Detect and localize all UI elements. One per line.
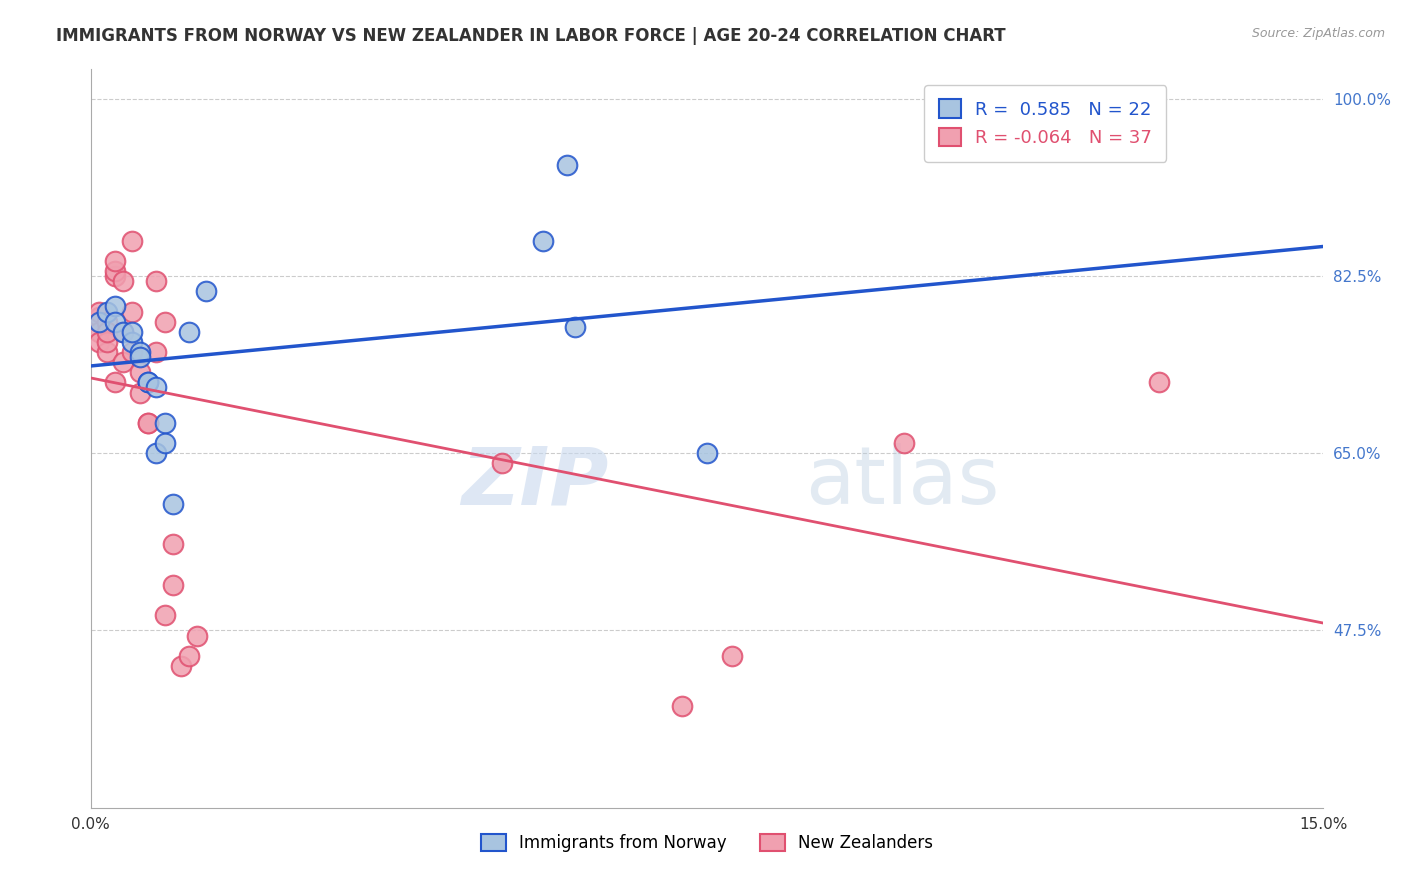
Point [129,365,152,379]
Point [491,457,513,471]
Point [136,416,159,430]
Point [96,304,118,318]
Point [186,628,208,642]
Point [96,334,118,349]
Point [136,376,159,390]
Point [129,350,152,364]
Point [153,315,176,329]
Point [112,355,135,369]
Point [129,385,152,400]
Point [696,446,718,460]
Point [112,325,135,339]
Point [112,274,135,288]
Point [531,234,554,248]
Point [96,325,118,339]
Text: IMMIGRANTS FROM NORWAY VS NEW ZEALANDER IN LABOR FORCE | AGE 20-24 CORRELATION C: IMMIGRANTS FROM NORWAY VS NEW ZEALANDER … [56,27,1005,45]
Point [145,345,167,359]
Point [145,380,167,394]
Point [87,315,110,329]
Point [104,376,127,390]
Point [121,334,143,349]
Point [194,285,217,299]
Point [162,537,184,551]
Point [179,325,201,339]
Point [121,325,143,339]
Point [112,325,135,339]
Point [893,436,915,450]
Point [145,446,167,460]
Point [104,264,127,278]
Point [136,376,159,390]
Point [96,345,118,359]
Point [162,497,184,511]
Point [104,269,127,284]
Point [104,253,127,268]
Point [555,158,578,172]
Point [170,659,193,673]
Point [121,304,143,318]
Text: atlas: atlas [806,443,1000,522]
Point [145,274,167,288]
Legend: R =  0.585   N = 22, R = -0.064   N = 37: R = 0.585 N = 22, R = -0.064 N = 37 [925,85,1167,161]
Point [129,345,152,359]
Point [104,315,127,329]
Point [121,234,143,248]
Point [153,608,176,623]
Point [136,416,159,430]
Point [179,648,201,663]
Text: ZIP: ZIP [461,443,609,522]
Point [720,648,742,663]
Point [153,416,176,430]
Text: Source: ZipAtlas.com: Source: ZipAtlas.com [1251,27,1385,40]
Point [121,345,143,359]
Point [96,315,118,329]
Point [87,304,110,318]
Point [564,319,586,334]
Point [162,578,184,592]
Point [153,436,176,450]
Point [87,315,110,329]
Point [87,325,110,339]
Point [1147,376,1170,390]
Point [87,310,110,324]
Point [87,334,110,349]
Point [104,300,127,314]
Point [671,699,693,714]
